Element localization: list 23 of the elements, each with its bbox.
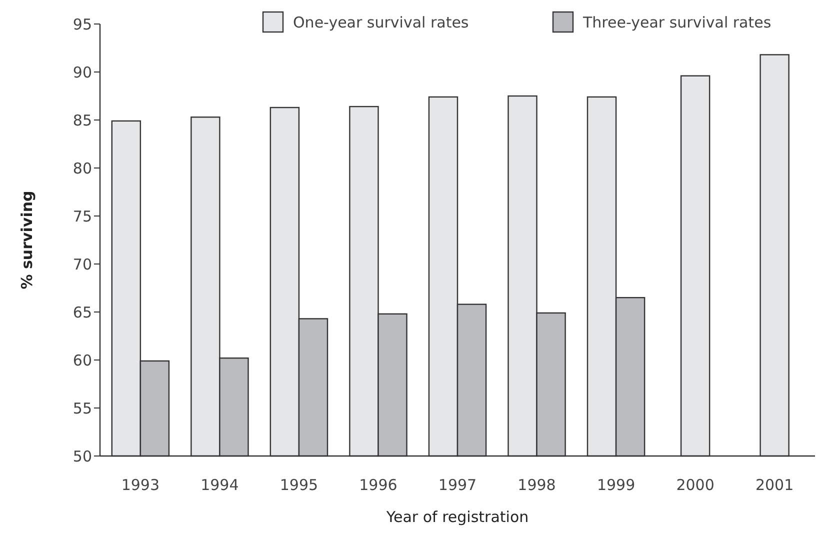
y-tick-label: 90	[72, 63, 92, 82]
y-tick-label: 95	[72, 15, 92, 34]
y-tick-label: 70	[72, 255, 92, 274]
x-tick-label: 1997	[438, 476, 477, 494]
legend-label: Three-year survival rates	[582, 13, 772, 32]
y-tick-label: 85	[72, 111, 92, 130]
x-axis-title: Year of registration	[385, 508, 529, 526]
y-tick-label: 50	[72, 447, 92, 466]
y-tick-label: 65	[72, 303, 92, 322]
y-tick-label: 80	[72, 159, 92, 178]
y-tick-label: 75	[72, 207, 92, 226]
x-tick-label: 1995	[280, 476, 318, 494]
x-tick-label: 1996	[359, 476, 398, 494]
x-tick-label: 2001	[755, 476, 794, 494]
x-tick-label: 1993	[121, 476, 160, 494]
x-tick-label: 2000	[676, 476, 714, 494]
y-tick-label: 55	[72, 399, 92, 418]
y-tick-label: 60	[72, 351, 92, 370]
x-tick-label: 1999	[596, 476, 636, 494]
legend-label: One-year survival rates	[293, 13, 469, 32]
y-axis-title: % surviving	[18, 190, 36, 290]
x-tick-label: 1998	[518, 476, 556, 494]
x-tick-label: 1994	[200, 476, 239, 494]
